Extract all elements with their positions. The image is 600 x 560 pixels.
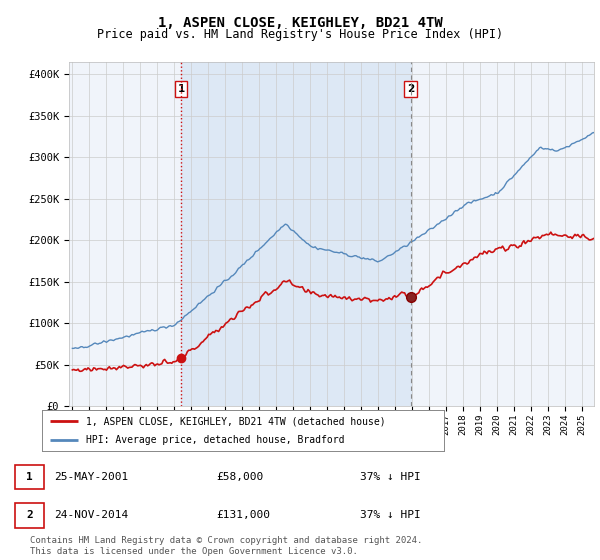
Text: 25-MAY-2001: 25-MAY-2001 <box>54 472 128 482</box>
Text: 1, ASPEN CLOSE, KEIGHLEY, BD21 4TW (detached house): 1, ASPEN CLOSE, KEIGHLEY, BD21 4TW (deta… <box>86 417 386 426</box>
Bar <box>181 62 410 406</box>
Text: Price paid vs. HM Land Registry's House Price Index (HPI): Price paid vs. HM Land Registry's House … <box>97 28 503 41</box>
Text: £58,000: £58,000 <box>216 472 263 482</box>
Text: 24-NOV-2014: 24-NOV-2014 <box>54 510 128 520</box>
Text: 1: 1 <box>26 472 33 482</box>
Text: 2: 2 <box>26 510 33 520</box>
Text: £131,000: £131,000 <box>216 510 270 520</box>
Text: 37% ↓ HPI: 37% ↓ HPI <box>360 472 421 482</box>
Text: 37% ↓ HPI: 37% ↓ HPI <box>360 510 421 520</box>
Text: HPI: Average price, detached house, Bradford: HPI: Average price, detached house, Brad… <box>86 435 345 445</box>
Text: Contains HM Land Registry data © Crown copyright and database right 2024.
This d: Contains HM Land Registry data © Crown c… <box>30 536 422 556</box>
Text: 1, ASPEN CLOSE, KEIGHLEY, BD21 4TW: 1, ASPEN CLOSE, KEIGHLEY, BD21 4TW <box>158 16 442 30</box>
Text: 1: 1 <box>178 84 185 94</box>
Text: 2: 2 <box>407 84 414 94</box>
